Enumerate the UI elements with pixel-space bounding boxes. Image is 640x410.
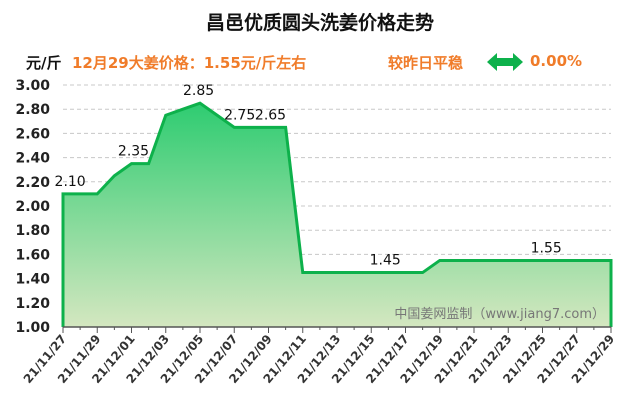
chart-title: 昌邑优质圆头洗姜价格走势: [205, 12, 434, 34]
y-tick-label: 1.00: [15, 320, 50, 336]
watermark: 中国姜网监制（www.jiang7.com）: [394, 307, 605, 322]
change-percent: 0.00%: [530, 52, 583, 70]
data-label: 2.75: [224, 107, 255, 123]
y-tick-label: 1.40: [15, 272, 50, 288]
y-tick-label: 1.80: [15, 223, 50, 239]
data-label: 2.10: [55, 174, 86, 190]
y-tick-label: 3.00: [15, 78, 50, 94]
y-tick-label: 1.20: [15, 296, 50, 312]
y-tick-label: 2.00: [15, 199, 50, 215]
data-label: 1.55: [531, 240, 562, 256]
y-tick-label: 1.60: [15, 247, 50, 263]
data-label: 2.85: [183, 83, 214, 99]
data-label: 2.35: [118, 144, 149, 160]
unit-label: 元/斤: [26, 54, 62, 72]
y-tick-label: 2.80: [15, 102, 50, 118]
left-right-arrow-icon: [487, 53, 523, 71]
y-tick-label: 2.40: [15, 151, 50, 167]
series-line: [61, 101, 613, 327]
data-label: 2.65: [255, 107, 286, 123]
compare-text: 较昨日平稳: [388, 54, 464, 72]
price-text: 12月29大姜价格：1.55元/斤左右: [72, 54, 307, 72]
y-tick-label: 2.20: [15, 175, 50, 191]
y-tick-label: 2.60: [15, 126, 50, 142]
area-fill: [63, 103, 611, 328]
data-label: 1.45: [370, 253, 401, 269]
